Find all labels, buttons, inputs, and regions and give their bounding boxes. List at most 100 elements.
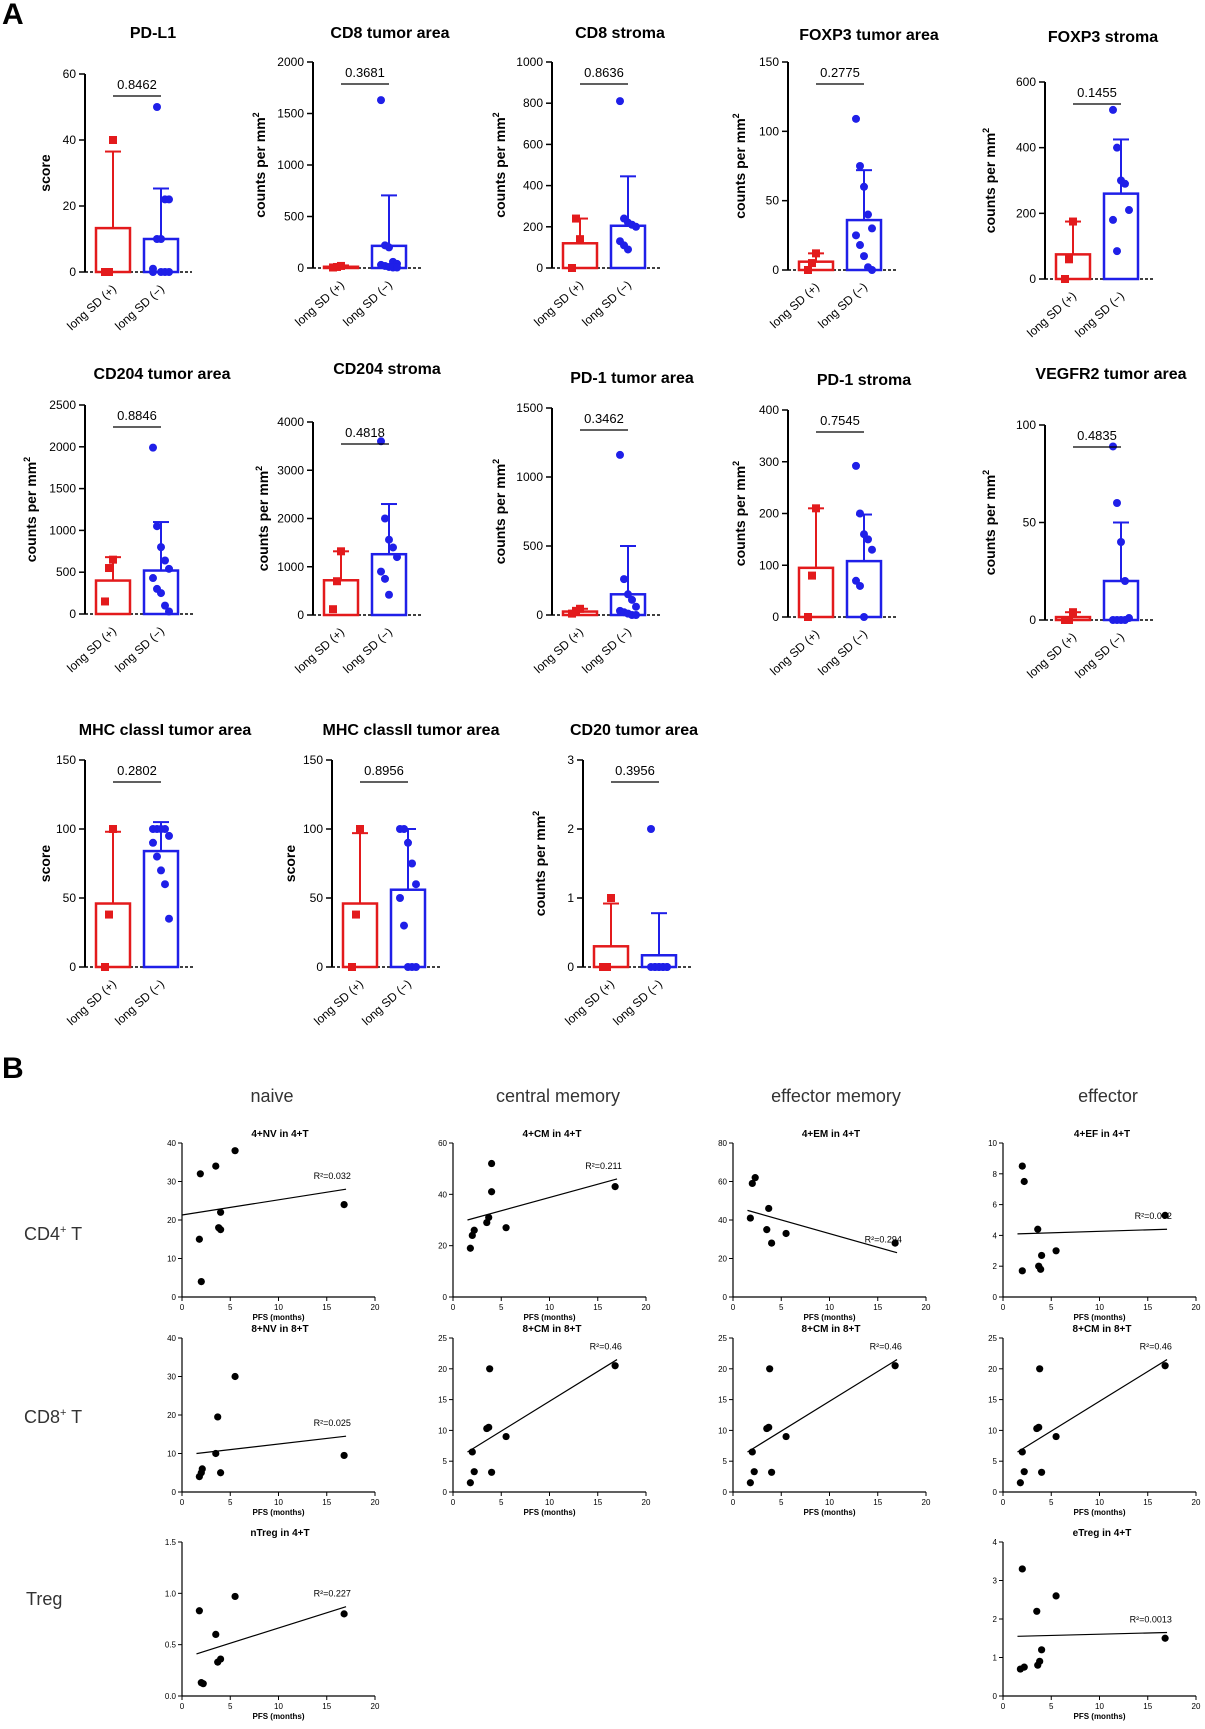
data-point — [1036, 1365, 1044, 1373]
x-axis-label: PFS (months) — [253, 1508, 305, 1517]
bar-chart-cd8t: CD8 tumor area 0 500 1000 1500 2000 counts per… — [251, 25, 450, 329]
y-tick-label: 0 — [69, 607, 76, 621]
data-point — [1034, 1225, 1042, 1233]
y-tick-label: 4 — [993, 1538, 998, 1547]
data-point — [329, 605, 337, 614]
y-axis-label: score — [37, 845, 53, 883]
y-tick-label: 500 — [284, 210, 304, 224]
y-tick-label: 2 — [567, 822, 574, 836]
y-axis-label: counts per mm2 — [731, 461, 748, 566]
y-tick-label: 0 — [443, 1488, 448, 1497]
data-point — [470, 1226, 478, 1234]
y-tick-label: 20 — [718, 1365, 727, 1374]
data-point — [860, 182, 868, 191]
category-label: long SD (−) — [112, 977, 167, 1028]
y-tick-label: 150 — [303, 753, 323, 767]
data-point — [396, 894, 404, 902]
data-point — [768, 1239, 776, 1247]
y-tick-label: 20 — [438, 1365, 447, 1374]
y-tick-label: 300 — [759, 455, 779, 469]
y-tick-label: 15 — [438, 1396, 447, 1405]
data-point — [356, 825, 364, 833]
data-point — [804, 266, 812, 274]
data-point — [400, 921, 408, 930]
x-tick-label: 5 — [779, 1498, 784, 1507]
pvalue-label: 0.8956 — [364, 763, 404, 778]
data-point — [1038, 1646, 1046, 1654]
y-axis-label-sup: 2 — [531, 811, 541, 816]
data-point — [1020, 1663, 1028, 1671]
y-tick-label: 10 — [988, 1139, 997, 1148]
data-point — [748, 1179, 756, 1188]
r-squared-label: R²=0.211 — [585, 1161, 622, 1171]
y-tick-label: 5 — [723, 1457, 728, 1466]
y-axis-label: counts per mm2 — [731, 113, 748, 218]
x-axis-label: PFS (months) — [804, 1508, 856, 1517]
x-tick-label: 20 — [1192, 1702, 1201, 1711]
y-tick-label: 15 — [718, 1396, 727, 1405]
data-point — [101, 597, 109, 606]
y-tick-label: 0 — [297, 608, 304, 622]
r-squared-label: R²=0.0013 — [1130, 1614, 1172, 1624]
data-point — [101, 963, 109, 971]
category-label: long SD (+) — [562, 977, 617, 1028]
data-point — [1020, 1177, 1028, 1186]
scatter-chart-s_4cm: 4+CM in 4+T 0 20 40 60 0 5 10 15 20 PFS (months) R²… — [438, 1129, 651, 1322]
category-label: long SD (+) — [64, 624, 119, 675]
y-tick-label: 10 — [438, 1426, 447, 1435]
bar-1 — [142, 237, 180, 274]
y-tick-label: 0 — [772, 263, 779, 277]
y-tick-label: 50 — [310, 891, 324, 905]
data-point — [348, 963, 356, 971]
y-tick-label: 20 — [718, 1255, 727, 1264]
x-tick-label: 0 — [180, 1702, 185, 1711]
y-tick-label: 2 — [993, 1262, 998, 1271]
y-tick-label: 2000 — [277, 512, 304, 526]
r-squared-label: R²=0.46 — [870, 1342, 902, 1352]
category-label: long SD (+) — [767, 627, 822, 678]
data-point — [231, 1372, 239, 1381]
y-tick-label: 100 — [1016, 418, 1036, 432]
x-axis-label: PFS (months) — [1074, 1508, 1126, 1517]
y-tick-label: 0 — [69, 960, 76, 974]
data-point — [1113, 143, 1121, 152]
regression-line — [467, 1359, 618, 1453]
data-point — [746, 1479, 754, 1487]
x-tick-label: 5 — [228, 1303, 233, 1312]
data-point — [1117, 538, 1125, 546]
data-point — [632, 602, 640, 611]
y-tick-label: 200 — [1016, 206, 1036, 220]
col-header-naive: naive — [250, 1086, 293, 1106]
y-axis-label-sup: 2 — [251, 112, 261, 117]
y-tick-label: 1.0 — [165, 1589, 177, 1598]
y-tick-label: 0 — [536, 261, 543, 275]
row-header-cd8: CD8+ T — [24, 1407, 82, 1427]
data-point — [812, 249, 820, 258]
x-tick-label: 15 — [593, 1303, 602, 1312]
category-label: long SD (−) — [815, 280, 870, 331]
data-point — [161, 556, 169, 565]
x-tick-label: 15 — [322, 1303, 331, 1312]
data-point — [393, 553, 401, 562]
y-axis-label-text: score — [282, 845, 298, 883]
data-point — [340, 1451, 348, 1460]
x-tick-label: 20 — [371, 1702, 380, 1711]
category-label: long SD (+) — [292, 625, 347, 676]
data-point — [852, 461, 860, 470]
data-point — [214, 1413, 222, 1421]
x-tick-label: 15 — [1143, 1702, 1152, 1711]
data-point — [196, 1170, 204, 1178]
y-tick-label: 500 — [56, 565, 76, 579]
bar-0 — [94, 226, 132, 274]
bar-0 — [94, 579, 132, 616]
data-point — [1161, 1211, 1169, 1219]
data-point — [856, 509, 864, 518]
bar-1 — [370, 552, 408, 617]
data-point — [1018, 1448, 1026, 1456]
data-point — [1121, 616, 1129, 624]
pvalue-label: 0.2802 — [117, 763, 157, 778]
r-squared-label: R²=0.002 — [1135, 1211, 1172, 1221]
data-point — [157, 589, 165, 598]
y-tick-label: 0 — [443, 1293, 448, 1302]
